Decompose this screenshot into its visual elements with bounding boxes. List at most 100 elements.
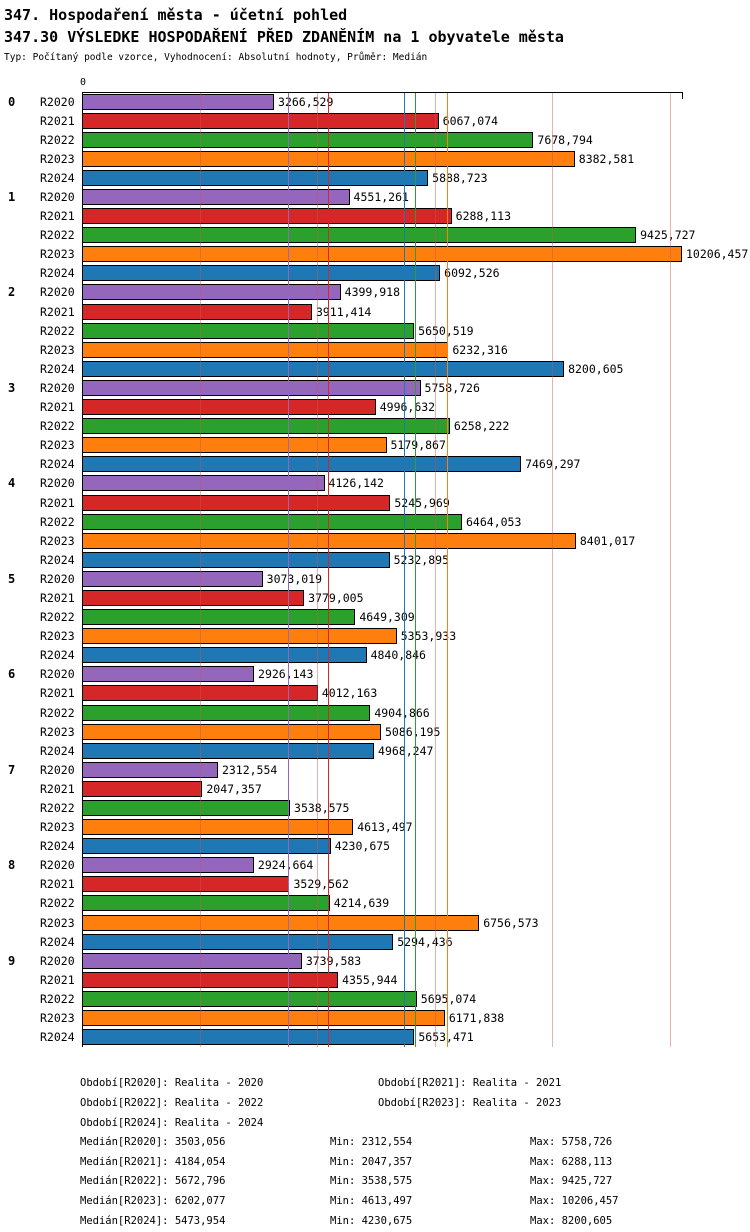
bar-r2024 [82,1029,415,1046]
chart-row: R2023 6232,316 [0,340,750,359]
bar-track: 5650,519 [82,321,750,340]
bar-r2021 [82,112,439,129]
bar-value-label: 6067,074 [442,113,499,128]
group-label: 8 [8,858,16,873]
median-row: Medián[R2022]: 5672,796 Min: 3538,575 Max:… [80,1172,750,1192]
year-label: R2021 [40,781,75,796]
bar-track: 7678,794 [82,130,750,149]
bar-value-label: 4126,142 [328,476,384,491]
bar-track: 6232,316 [82,340,750,359]
bar-r2024 [82,265,441,282]
bar-track: 6171,838 [82,1009,750,1028]
year-label: R2022 [40,323,75,338]
year-label: R2021 [40,972,75,987]
group-label: 5 [8,571,16,586]
max-label: Max: 8200,605 [530,1214,613,1227]
group-label: 7 [8,762,16,777]
bar-value-label: 5888,723 [432,170,488,185]
footer: Období[R2020]: Realita - 2020 Období[R202… [0,1074,750,1231]
bar-value-label: 3739,583 [305,953,362,968]
periods-legend: Období[R2020]: Realita - 2020 Období[R202… [80,1074,750,1133]
chart-row: R2022 5650,519 [0,321,750,340]
bar-r2021 [82,494,391,511]
chart-row: R2023 6171,838 [0,1009,750,1028]
group-label: 9 [8,953,16,968]
bar-track: 8200,605 [82,359,750,378]
chart-row: R2022 9425,727 [0,226,750,245]
bar-value-label: 4214,639 [333,896,390,911]
chart-row: R2024 8200,605 [0,359,750,378]
bar-r2020 [82,284,341,301]
bar-value-label: 5245,969 [394,495,450,510]
bar-value-label: 5179,867 [390,438,446,453]
bar-value-label: 6258,222 [453,419,510,434]
year-label: R2021 [40,304,75,319]
year-label: R2022 [40,705,75,720]
bar-value-label: 9425,727 [640,228,696,243]
bar-track: 6067,074 [82,111,750,130]
bar-value-label: 4551,261 [353,190,409,205]
year-label: R2022 [40,514,75,529]
chart-row: 1 R2020 4551,261 [0,187,750,206]
chart-row: R2021 2047,357 [0,779,750,798]
bar-value-label: 2047,357 [206,781,262,796]
bar-track: 4996,632 [82,398,750,417]
bar-track: 3073,019 [82,569,750,588]
year-label: R2020 [40,190,75,205]
bar-r2024 [82,551,390,568]
bar-track: 8382,581 [82,149,750,168]
chart-row: R2022 4214,639 [0,894,750,913]
bar-track: 5353,933 [82,627,750,646]
year-label: R2020 [40,762,75,777]
median-row: Medián[R2024]: 5473,954 Min: 4230,675 Max:… [80,1211,750,1231]
bar-track: 4904,866 [82,703,750,722]
bar-value-label: 4230,675 [334,839,391,854]
bar-value-label: 6464,053 [466,514,522,529]
bar-track: 3779,005 [82,588,750,607]
bar-r2022 [82,609,356,626]
year-label: R2021 [40,209,75,224]
bar-track: 3529,562 [82,875,750,894]
group-label: 0 [8,94,16,109]
year-label: R2024 [40,1030,75,1045]
bar-value-label: 3779,005 [308,590,364,605]
chart-row: 8 R2020 2924,664 [0,856,750,875]
chart-row: R2024 5653,471 [0,1028,750,1047]
year-label: R2023 [40,629,75,644]
bar-r2022 [82,513,462,530]
axis-top-line [82,92,683,93]
chart-row: R2023 10206,457 [0,245,750,264]
bar-r2020 [82,475,325,492]
bar-r2021 [82,303,312,320]
bar-r2022 [82,895,330,912]
period-row: Období[R2024]: Realita - 2024 [80,1113,750,1133]
year-label: R2021 [40,113,75,128]
year-label: R2020 [40,953,75,968]
chart-row: 7 R2020 2312,554 [0,760,750,779]
bar-r2021 [82,780,203,797]
group-label: 1 [8,190,16,205]
chart-row: R2024 5888,723 [0,168,750,187]
year-label: R2022 [40,801,75,816]
bar-value-label: 4840,846 [370,648,426,663]
year-label: R2021 [40,590,75,605]
bar-value-label: 4904,866 [374,705,430,720]
year-label: R2023 [40,915,75,930]
chart-row: R2024 5294,436 [0,932,750,951]
bar-track: 6464,053 [82,512,750,531]
bar-value-label: 4649,309 [359,610,415,625]
max-label: Max: 6288,113 [530,1155,613,1168]
median-row: Medián[R2020]: 3503,056 Min: 2312,554 Max:… [80,1132,750,1152]
year-label: R2024 [40,457,75,472]
bar-r2023 [82,819,354,836]
bar-r2024 [82,169,429,186]
year-label: R2024 [40,361,75,376]
year-label: R2024 [40,266,75,281]
bar-r2021 [82,208,452,225]
bar-r2020 [82,379,421,396]
bar-track: 6092,526 [82,264,750,283]
bar-value-label: 5353,933 [400,629,457,644]
year-label: R2022 [40,991,75,1006]
bar-value-label: 6288,113 [455,209,512,224]
bar-track: 4355,944 [82,970,750,989]
